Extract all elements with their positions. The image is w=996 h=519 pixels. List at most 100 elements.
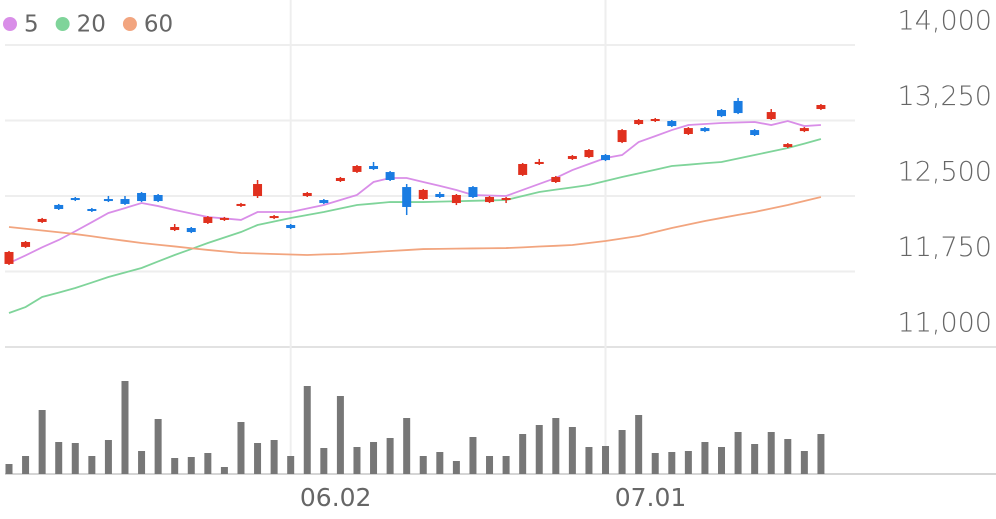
candle-body bbox=[567, 156, 577, 159]
volume-bar bbox=[104, 440, 112, 474]
volume-bar bbox=[419, 456, 427, 474]
candle-body bbox=[120, 199, 130, 204]
volume-bar bbox=[38, 410, 46, 474]
volume-bar bbox=[204, 453, 212, 474]
ma-line bbox=[8, 138, 822, 314]
volume-bar bbox=[320, 448, 328, 474]
candle-body bbox=[369, 166, 379, 170]
candle-body bbox=[717, 110, 727, 117]
volume-bar bbox=[718, 447, 726, 474]
legend-label: 5 bbox=[24, 12, 39, 38]
candle-body bbox=[87, 208, 97, 211]
volume-bar bbox=[701, 442, 709, 474]
ma-line bbox=[8, 120, 821, 264]
volume-bar bbox=[618, 430, 626, 474]
candle-body bbox=[766, 112, 776, 119]
volume-bar bbox=[88, 456, 96, 474]
volume-bar bbox=[585, 447, 593, 474]
candle-body bbox=[650, 118, 660, 122]
y-tick-label: 11,000 bbox=[898, 308, 992, 339]
candle-body bbox=[402, 187, 412, 207]
volume-bar bbox=[635, 415, 643, 474]
y-tick-label: 11,750 bbox=[898, 232, 992, 263]
volume-bar bbox=[287, 456, 295, 474]
candle-body bbox=[518, 163, 528, 175]
legend-label: 60 bbox=[144, 12, 173, 38]
candle-body bbox=[4, 251, 14, 264]
candle-body bbox=[37, 218, 47, 222]
candle-body bbox=[485, 197, 495, 203]
volume-bar bbox=[55, 442, 63, 474]
volume-bar bbox=[734, 432, 742, 474]
candle-body bbox=[551, 176, 561, 183]
candle-body bbox=[203, 217, 213, 223]
volume-bar bbox=[568, 427, 576, 474]
volume-bar bbox=[519, 434, 527, 474]
volume-bar bbox=[784, 439, 792, 474]
volume-bar bbox=[370, 442, 378, 474]
legend-marker bbox=[122, 17, 137, 31]
candle-body bbox=[286, 224, 296, 229]
volume-bar bbox=[254, 443, 262, 474]
candle-body bbox=[435, 193, 445, 198]
candle-body bbox=[302, 192, 312, 196]
volume-bar bbox=[154, 419, 162, 474]
volume-bar bbox=[121, 381, 129, 474]
volume-bar bbox=[5, 464, 13, 474]
volume-bar bbox=[800, 451, 808, 474]
ma-line bbox=[8, 196, 822, 256]
candle-body bbox=[534, 161, 544, 164]
volume-bar bbox=[552, 418, 560, 474]
volume-bar bbox=[171, 458, 179, 474]
volume-bar bbox=[651, 453, 659, 474]
candle-body bbox=[816, 104, 826, 110]
volume-bar bbox=[71, 443, 79, 474]
candle-body bbox=[70, 198, 80, 201]
candle-body bbox=[683, 128, 693, 134]
candle-body bbox=[269, 216, 279, 219]
candle-body bbox=[385, 172, 395, 180]
volume-bar bbox=[386, 438, 394, 474]
candle-body bbox=[501, 198, 511, 201]
volume-bar bbox=[436, 452, 444, 474]
volume-bar bbox=[270, 440, 278, 474]
y-tick-label: 12,500 bbox=[898, 157, 992, 188]
candle-body bbox=[21, 242, 31, 247]
candle-body bbox=[451, 194, 461, 204]
candle-body bbox=[186, 228, 196, 233]
candle-body bbox=[170, 227, 180, 231]
volume-bar bbox=[668, 452, 676, 474]
candle-body bbox=[335, 177, 345, 182]
volume-bar bbox=[187, 457, 195, 474]
volume-bar bbox=[452, 461, 460, 474]
legend-label: 20 bbox=[77, 12, 106, 38]
candle-body bbox=[667, 121, 677, 127]
volume-bar bbox=[403, 418, 411, 474]
candle-body bbox=[617, 130, 627, 143]
candle-body bbox=[700, 128, 710, 132]
volume-bar bbox=[220, 467, 228, 474]
candle-body bbox=[783, 144, 793, 147]
candle-body bbox=[352, 166, 362, 172]
volume-bar bbox=[751, 444, 759, 474]
y-tick-label: 13,250 bbox=[898, 81, 992, 112]
candle-body bbox=[750, 130, 760, 135]
x-tick-label: 07.01 bbox=[615, 483, 687, 512]
volume-bar bbox=[486, 456, 494, 474]
candle-body bbox=[137, 192, 147, 202]
candle-body bbox=[219, 217, 229, 220]
legend-marker bbox=[55, 17, 70, 31]
volume-bar bbox=[767, 432, 775, 474]
volume-bar bbox=[502, 456, 510, 474]
candle-body bbox=[54, 204, 64, 209]
candle-body bbox=[418, 189, 428, 200]
volume-bar bbox=[817, 434, 825, 474]
volume-bar bbox=[602, 446, 610, 474]
candle-body bbox=[319, 200, 329, 204]
candle-body bbox=[253, 184, 263, 196]
candle-body bbox=[634, 119, 644, 125]
volume-bar bbox=[22, 456, 30, 474]
candle-body bbox=[733, 100, 743, 114]
volume-bar bbox=[237, 422, 245, 474]
